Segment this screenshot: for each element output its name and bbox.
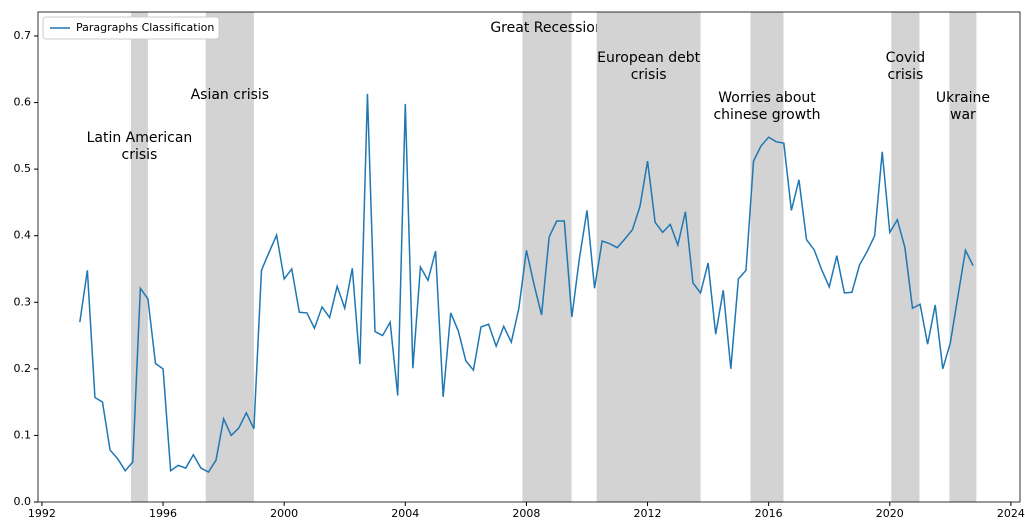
- legend: Paragraphs Classification: [42, 16, 220, 40]
- x-tick-label: 2012: [634, 507, 662, 520]
- event-band: [596, 12, 701, 502]
- event-label: Worries about: [718, 90, 816, 106]
- legend-label: Paragraphs Classification: [76, 21, 214, 34]
- x-tick-label: 1992: [28, 507, 56, 520]
- event-label: European debt: [597, 50, 701, 66]
- event-band: [205, 12, 254, 502]
- y-tick-label: 0.5: [14, 162, 32, 175]
- x-tick-label: 2020: [876, 507, 904, 520]
- event-band: [130, 12, 148, 502]
- data-line: [79, 93, 974, 474]
- event-label: Covid: [886, 50, 925, 66]
- y-tick-label: 0.7: [14, 29, 32, 42]
- x-tick-label: 2000: [270, 507, 298, 520]
- event-label: Ukraine: [936, 90, 990, 106]
- event-label: crisis: [887, 67, 923, 83]
- y-tick-label: 0.0: [14, 495, 32, 508]
- event-band: [949, 12, 977, 502]
- legend-box: [42, 16, 220, 40]
- y-tick-label: 0.4: [14, 229, 32, 242]
- x-tick-label: 2004: [391, 507, 419, 520]
- y-tick-label: 0.1: [14, 428, 32, 441]
- event-label: war: [950, 107, 976, 123]
- x-tick-label: 2016: [755, 507, 783, 520]
- event-label: Latin American: [87, 130, 193, 146]
- y-tick-label: 0.6: [14, 96, 32, 109]
- x-tick-label: 1996: [149, 507, 177, 520]
- y-tick-label: 0.3: [14, 295, 32, 308]
- event-label: Asian crisis: [191, 87, 269, 103]
- event-band: [750, 12, 784, 502]
- event-label: crisis: [631, 67, 667, 83]
- y-tick-label: 0.2: [14, 362, 32, 375]
- event-label: Great Recession: [490, 20, 603, 36]
- x-tick-label: 2024: [997, 507, 1025, 520]
- x-tick-label: 2008: [512, 507, 540, 520]
- plot-frame: [37, 11, 1021, 503]
- event-label: crisis: [122, 147, 158, 163]
- event-label: chinese growth: [713, 107, 820, 123]
